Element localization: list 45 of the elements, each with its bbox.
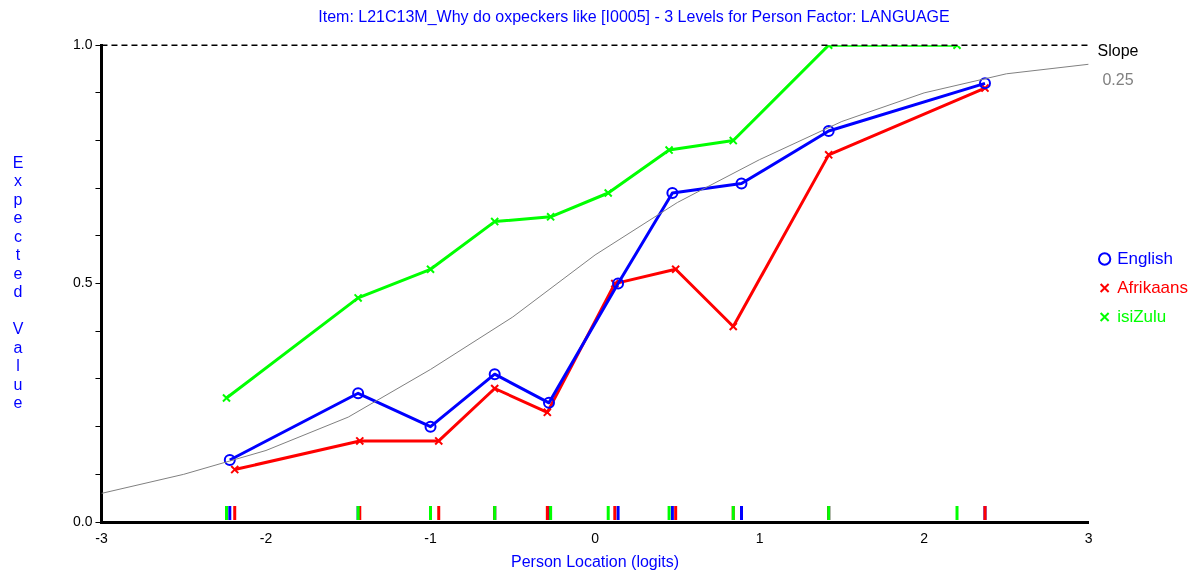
- y-tick-label: 0.0: [72, 512, 93, 529]
- point: [735, 177, 748, 190]
- point: [223, 454, 236, 467]
- point: [824, 150, 834, 160]
- legend-label: isiZulu: [1117, 306, 1167, 326]
- x-tick-label: 0: [591, 530, 600, 547]
- point: [425, 264, 436, 274]
- x-tick-label: 3: [1084, 530, 1093, 547]
- text: 0.25: [1102, 71, 1134, 89]
- point: [822, 125, 835, 138]
- x-tick-label: -1: [424, 530, 437, 547]
- legend-label: Afrikaans: [1117, 277, 1189, 297]
- point: [542, 396, 555, 409]
- point: [980, 83, 990, 93]
- text: Slope: [1097, 42, 1139, 60]
- point: [666, 187, 679, 200]
- point: [610, 279, 620, 289]
- x-tick-label: 2: [920, 530, 929, 547]
- point: [490, 383, 500, 394]
- point: [352, 387, 365, 400]
- point: [542, 407, 552, 417]
- text: Expected Value: [12, 153, 24, 412]
- point: [728, 136, 738, 146]
- point: [671, 264, 681, 274]
- point: [424, 420, 437, 433]
- chart-title: Item: L21C13M_Why do oxpeckers like [I0005] - 3 Levels for Person Factor: LANGUAGE: [318, 8, 950, 27]
- point: [353, 293, 363, 303]
- legend-label: English: [1117, 248, 1173, 268]
- point: [230, 465, 240, 475]
- point: [488, 368, 501, 381]
- x-tick-label: -3: [95, 530, 108, 547]
- point: [978, 77, 991, 90]
- point: [664, 145, 674, 155]
- x-tick-label: -2: [259, 530, 273, 547]
- y-tick-label: 0.5: [72, 274, 93, 291]
- point: [221, 393, 232, 403]
- x-tick-label: 1: [755, 530, 764, 547]
- point: [546, 212, 556, 222]
- point: [603, 188, 613, 198]
- point: [434, 436, 444, 446]
- point: [355, 436, 365, 446]
- y-tick-label: 1.0: [72, 36, 93, 53]
- x-axis-title: Person Location (logits): [511, 552, 680, 570]
- point: [490, 217, 500, 227]
- point: [612, 277, 625, 290]
